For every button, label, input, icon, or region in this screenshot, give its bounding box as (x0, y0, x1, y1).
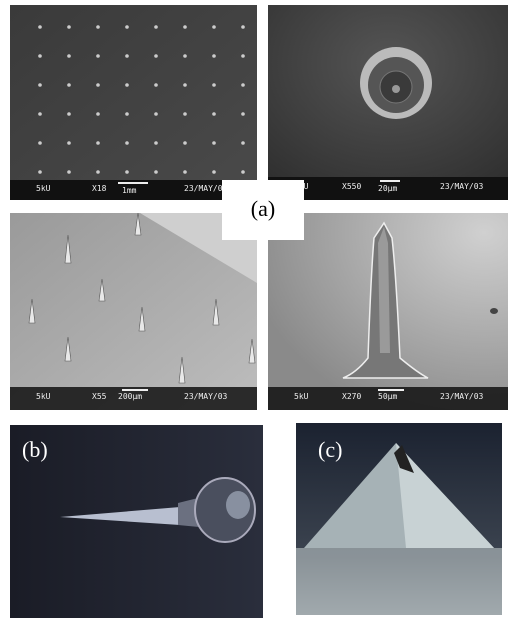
voltage: 5kU (36, 392, 51, 401)
decor (154, 83, 158, 87)
decor (241, 25, 245, 29)
decor (67, 141, 71, 145)
decor (125, 83, 129, 87)
decor (38, 83, 42, 87)
magnification: X18 (92, 184, 107, 193)
decor (241, 83, 245, 87)
decor (38, 112, 42, 116)
decor (212, 112, 216, 116)
sem-panel: 5kU X18 1mm 23/MAY/03 (10, 5, 257, 200)
decor (183, 141, 187, 145)
decor (241, 170, 245, 174)
decor (241, 54, 245, 58)
photo-panel: (b) (10, 425, 263, 618)
sem-panel: 5kU X550 20μm 23/MAY/03 (268, 5, 508, 200)
decor (183, 25, 187, 29)
decor (96, 83, 100, 87)
magnification: X55 (92, 392, 107, 401)
magnification: X270 (342, 392, 361, 401)
magnification: X550 (342, 182, 361, 191)
voltage: 5kU (36, 184, 51, 193)
decor (154, 25, 158, 29)
decor (241, 141, 245, 145)
decor (154, 54, 158, 58)
decor (125, 141, 129, 145)
decor (183, 112, 187, 116)
decor (154, 112, 158, 116)
decor (38, 54, 42, 58)
decor (183, 54, 187, 58)
decor (38, 141, 42, 145)
decor (96, 141, 100, 145)
decor (38, 170, 42, 174)
decor (212, 25, 216, 29)
decor (67, 170, 71, 174)
decor (96, 170, 100, 174)
sem-panel: 5kU X270 50μm 23/MAY/03 (268, 213, 508, 410)
photo-panel: (c) (296, 423, 502, 615)
decor (212, 141, 216, 145)
decor (96, 112, 100, 116)
decor (212, 83, 216, 87)
sem-panel: 5kU X55 200μm 23/MAY/03 (10, 213, 257, 410)
decor (125, 54, 129, 58)
date: 23/MAY/03 (184, 392, 228, 401)
decor (125, 25, 129, 29)
decor (96, 25, 100, 29)
decor (183, 83, 187, 87)
decor (67, 83, 71, 87)
voltage: 5kU (294, 392, 309, 401)
figure: 5kU X18 1mm 23/MAY/03 5kU X550 20μm 23/M… (0, 0, 508, 619)
scale: 50μm (378, 392, 397, 401)
scale: 20μm (378, 184, 397, 193)
decor (67, 25, 71, 29)
decor (154, 141, 158, 145)
decor (241, 112, 245, 116)
decor (67, 54, 71, 58)
date: 23/MAY/03 (184, 184, 228, 193)
decor (96, 54, 100, 58)
decor (125, 112, 129, 116)
decor (125, 170, 129, 174)
decor (67, 112, 71, 116)
scale: 200μm (118, 392, 142, 401)
date: 23/MAY/03 (440, 182, 484, 191)
decor (212, 54, 216, 58)
label-c: (c) (318, 437, 342, 462)
label-b: (b) (22, 437, 48, 462)
decor (212, 170, 216, 174)
date: 23/MAY/03 (440, 392, 484, 401)
decor (154, 170, 158, 174)
decor (183, 170, 187, 174)
decor (38, 25, 42, 29)
scale: 1mm (122, 186, 137, 195)
label-a: (a) (251, 196, 275, 221)
